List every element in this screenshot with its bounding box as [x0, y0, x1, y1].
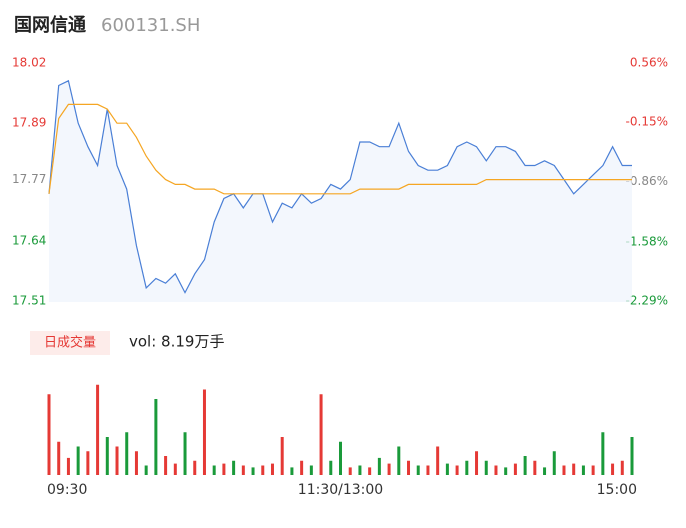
- volume-bar: [164, 456, 168, 475]
- volume-bar: [300, 460, 304, 475]
- volume-bar: [57, 441, 61, 475]
- volume-bar: [407, 460, 411, 475]
- y-tick-label: 17.89: [12, 116, 46, 130]
- volume-bar: [436, 446, 440, 475]
- y2-tick-label: -1.58%: [626, 235, 668, 249]
- y-tick-label: 18.02: [12, 56, 46, 70]
- volume-bar: [222, 463, 226, 475]
- volume-bar: [504, 467, 508, 475]
- price-area: [49, 80, 632, 302]
- price-line: [48, 79, 632, 294]
- x-tick-label: 15:00: [597, 482, 637, 498]
- volume-bar: [280, 437, 284, 475]
- y2-tick-label: -0.86%: [626, 174, 668, 188]
- volume-bar: [270, 463, 274, 475]
- volume-bar: [241, 465, 245, 475]
- volume-bar: [562, 465, 566, 475]
- volume-bar: [212, 465, 216, 475]
- volume-bar: [455, 465, 459, 475]
- volume-legend: 日成交量: [44, 335, 96, 351]
- volume-bar: [319, 394, 323, 475]
- volume-bar: [115, 446, 119, 475]
- volume-bar: [105, 437, 109, 475]
- volume-bar: [552, 451, 556, 475]
- volume-bar: [339, 441, 342, 475]
- volume-total: vol: 8.19万手: [129, 333, 224, 351]
- y2-tick-label: -2.29%: [626, 294, 668, 308]
- volume-bar: [348, 467, 352, 475]
- volume-bar: [581, 465, 585, 475]
- volume-bar: [96, 384, 100, 475]
- volume-bar: [232, 460, 236, 475]
- volume-bar: [193, 460, 197, 475]
- volume-bar: [76, 446, 80, 475]
- volume-bar: [416, 465, 420, 475]
- volume-bar: [513, 463, 517, 475]
- volume-bar: [445, 463, 449, 475]
- volume-bar: [309, 465, 313, 475]
- volume-bar: [611, 463, 615, 475]
- x-tick-label: 11:30/13:00: [298, 482, 383, 498]
- volume-bar: [154, 399, 158, 475]
- volume-bar: [397, 446, 401, 475]
- volume-bar: [125, 432, 129, 475]
- volume-bar: [47, 394, 51, 475]
- y-tick-label: 17.77: [12, 172, 46, 186]
- volume-bar: [183, 432, 187, 475]
- volume-bar: [329, 460, 333, 475]
- volume-bar: [591, 465, 595, 475]
- volume-bar: [251, 467, 255, 475]
- volume-bar: [494, 465, 498, 475]
- volume-bar: [484, 460, 488, 475]
- stock-name: 国网信通: [14, 14, 86, 36]
- y-tick-label: 17.51: [12, 294, 46, 308]
- volume-bar: [202, 389, 206, 475]
- volume-bar: [86, 451, 90, 475]
- volume-bar: [261, 465, 265, 475]
- volume-bar: [543, 467, 547, 475]
- y2-tick-label: -0.15%: [626, 114, 668, 128]
- volume-bar: [465, 460, 469, 475]
- volume-bar: [630, 437, 634, 475]
- average-line: [48, 103, 632, 195]
- volume-bar: [572, 463, 576, 475]
- x-tick-label: 09:30: [47, 482, 87, 498]
- volume-bar: [475, 451, 479, 475]
- stock-code: 600131.SH: [101, 15, 200, 36]
- volume-bar: [387, 463, 391, 475]
- volume-bar: [601, 432, 605, 475]
- y-tick-label: 17.64: [12, 233, 46, 247]
- volume-bar: [134, 451, 138, 475]
- volume-bar: [377, 457, 381, 475]
- volume-bar: [144, 465, 148, 475]
- volume-bar: [426, 465, 430, 475]
- volume-bar: [66, 457, 70, 475]
- volume-bar: [368, 467, 372, 475]
- volume-bar: [620, 460, 624, 475]
- volume-bar: [358, 465, 362, 475]
- volume-legend-box: [30, 331, 110, 355]
- y2-tick-label: 0.56%: [630, 56, 668, 70]
- volume-bar: [173, 463, 177, 475]
- volume-bar: [523, 456, 527, 475]
- volume-bar: [533, 460, 537, 475]
- volume-bar: [290, 467, 294, 475]
